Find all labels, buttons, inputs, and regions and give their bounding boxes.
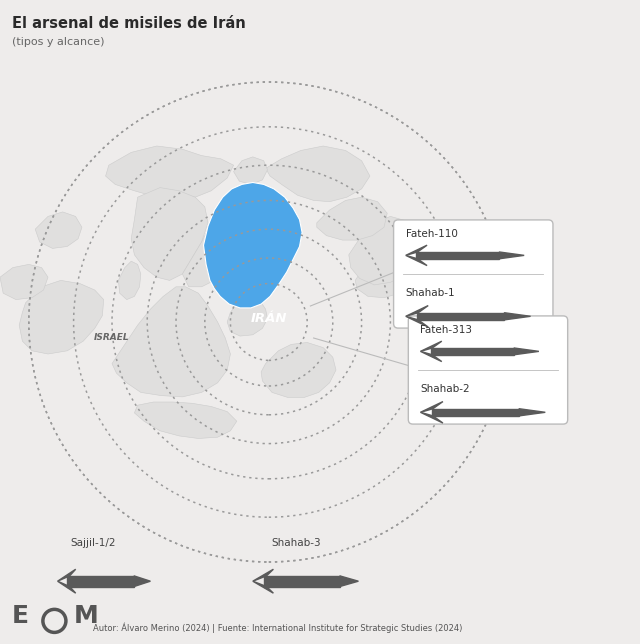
Bar [417, 252, 499, 259]
Polygon shape [35, 212, 82, 249]
Polygon shape [514, 348, 539, 355]
Polygon shape [504, 313, 531, 320]
Polygon shape [420, 412, 443, 423]
Polygon shape [134, 402, 237, 439]
Text: Fateh-110: Fateh-110 [406, 229, 458, 240]
Polygon shape [118, 261, 141, 299]
Polygon shape [112, 287, 230, 397]
Polygon shape [420, 341, 442, 352]
Text: E: E [12, 604, 29, 628]
Polygon shape [182, 200, 240, 287]
Polygon shape [355, 242, 424, 298]
Text: (tipos y alcance): (tipos y alcance) [12, 37, 104, 46]
Polygon shape [227, 296, 268, 336]
Polygon shape [266, 146, 370, 202]
Polygon shape [406, 245, 427, 256]
Polygon shape [406, 256, 427, 265]
Bar [432, 409, 519, 416]
Polygon shape [58, 569, 76, 581]
Text: ISRAEL: ISRAEL [94, 334, 130, 343]
Text: IRÁN: IRÁN [250, 312, 287, 325]
Polygon shape [406, 305, 428, 316]
Bar [264, 576, 340, 587]
Polygon shape [499, 252, 524, 259]
Text: Sajjil-1/2: Sajjil-1/2 [70, 538, 116, 548]
Polygon shape [317, 197, 387, 240]
Text: Fateh-313: Fateh-313 [420, 325, 472, 336]
Polygon shape [349, 216, 422, 285]
Polygon shape [420, 402, 443, 412]
Bar [417, 313, 504, 320]
Polygon shape [420, 352, 442, 361]
Polygon shape [519, 409, 545, 416]
Bar [431, 348, 514, 355]
Polygon shape [253, 569, 273, 581]
Polygon shape [204, 182, 302, 308]
Polygon shape [134, 576, 150, 587]
Text: El arsenal de misiles de Irán: El arsenal de misiles de Irán [12, 16, 245, 31]
Polygon shape [234, 157, 268, 184]
Bar [67, 576, 134, 587]
Polygon shape [131, 187, 208, 280]
Polygon shape [253, 581, 273, 593]
Text: M: M [74, 604, 99, 628]
Polygon shape [19, 280, 104, 354]
Polygon shape [261, 343, 336, 397]
Text: Shahab-3: Shahab-3 [271, 538, 321, 548]
Text: Shahab-2: Shahab-2 [420, 384, 470, 393]
Polygon shape [106, 146, 234, 197]
Polygon shape [340, 576, 358, 587]
Text: Autor: Álvaro Merino (2024) | Fuente: International Institute for Strategic Stud: Autor: Álvaro Merino (2024) | Fuente: In… [93, 623, 462, 633]
Polygon shape [0, 265, 48, 299]
Text: Shahab-1: Shahab-1 [406, 288, 456, 298]
FancyBboxPatch shape [394, 220, 553, 328]
Polygon shape [58, 581, 76, 593]
Polygon shape [406, 316, 428, 327]
FancyBboxPatch shape [408, 316, 568, 424]
